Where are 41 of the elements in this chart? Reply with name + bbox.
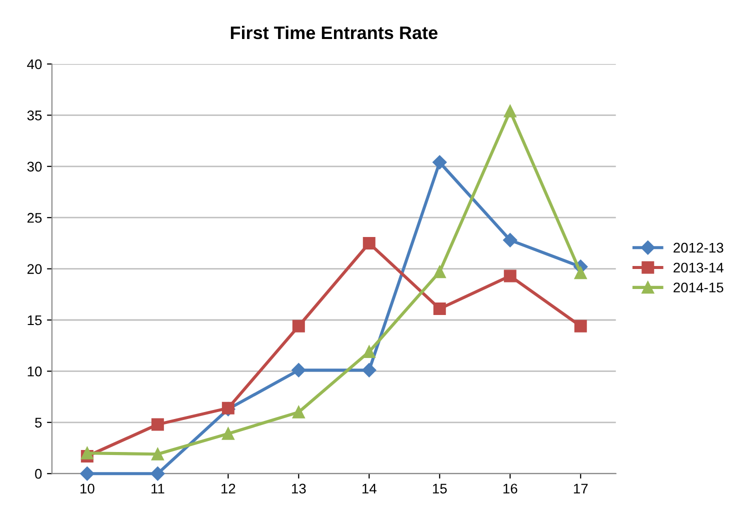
point	[504, 104, 516, 118]
x-tick-label: 10	[80, 484, 94, 494]
point	[150, 466, 165, 481]
legend-label: 2013-14	[674, 262, 724, 273]
x-tick-label: 16	[503, 484, 518, 494]
point	[362, 345, 376, 358]
point	[574, 320, 587, 332]
point	[292, 363, 306, 378]
y-tick-label: 10	[28, 366, 42, 376]
point	[362, 363, 376, 378]
point	[222, 427, 234, 440]
x-tick-label: 14	[362, 484, 376, 494]
point	[362, 236, 376, 250]
y-tick-label: 5	[35, 418, 42, 428]
x-tick-label: 15	[432, 484, 447, 494]
point	[503, 233, 518, 248]
x-tick-label: 13	[292, 484, 306, 494]
y-tick-label: 30	[27, 162, 42, 172]
x-tick-label: 11	[152, 484, 164, 494]
point	[433, 302, 446, 315]
point	[292, 406, 305, 418]
point	[504, 270, 516, 282]
point	[292, 320, 305, 332]
y-tick-label: 25	[27, 212, 42, 223]
legend-label: 2012-13	[674, 242, 724, 253]
y-tick-label: 15	[28, 315, 42, 326]
y-tick-label: 20	[27, 264, 42, 274]
chart-title: First Time Entrants Rate	[230, 26, 438, 40]
y-tick-label: 35	[27, 110, 42, 120]
y-tick-label: 0	[35, 468, 42, 479]
point	[80, 446, 94, 460]
legend-label: 2014-15	[674, 282, 724, 292]
x-tick-label: 12	[222, 484, 236, 494]
point	[80, 466, 94, 481]
point	[151, 418, 164, 431]
point	[151, 448, 164, 460]
y-tick-label: 40	[27, 59, 42, 70]
point	[574, 266, 587, 280]
point	[433, 266, 446, 278]
point	[432, 155, 447, 170]
x-tick-label: 17	[574, 484, 588, 494]
